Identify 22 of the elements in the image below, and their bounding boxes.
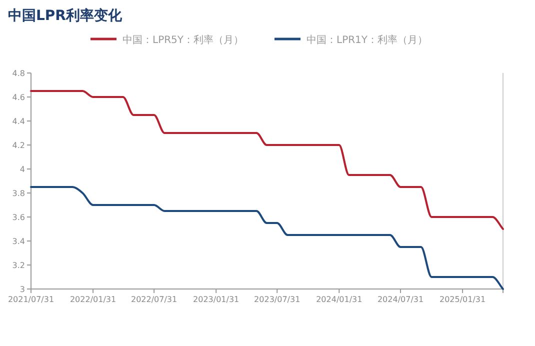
y-tick-label: 4 [20,165,25,174]
y-tick-label: 4.8 [12,69,25,78]
x-tick-label: 2023/01/31 [193,295,240,304]
y-tick-label: 4.6 [12,93,25,102]
x-tick-label: 2023/07/31 [254,295,300,304]
y-tick-label: 3.4 [12,237,25,246]
y-tick-label: 3 [20,285,25,294]
x-tick-label: 2021/07/31 [8,295,54,304]
legend-label: 中国：LPR5Y：利率（月） [122,34,244,46]
y-tick-label: 3.2 [12,261,25,270]
x-tick-label: 2024/01/31 [316,295,362,304]
chart-title: 中国LPR利率变化 [8,7,123,24]
line-series [30,90,504,230]
x-tick-label: 2022/01/31 [70,295,116,304]
x-tick-label: 2022/07/31 [131,295,178,304]
x-tick-label: 2024/07/31 [377,295,424,304]
y-tick-label: 3.6 [12,213,25,222]
y-tick-label: 4.4 [12,117,25,126]
x-tick-label: 2025/01/31 [439,295,486,304]
y-tick-label: 3.8 [12,189,25,198]
y-tick-label: 4.2 [12,141,25,150]
legend-label: 中国：LPR1Y：利率（月） [306,34,428,46]
